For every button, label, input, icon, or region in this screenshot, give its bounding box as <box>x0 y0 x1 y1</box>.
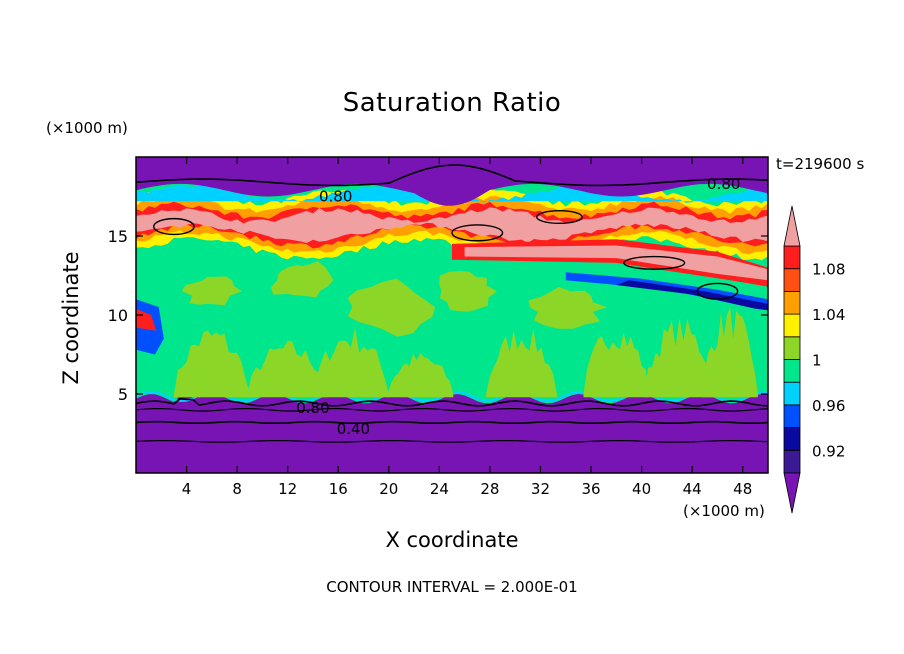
contour-0.20 <box>136 440 768 443</box>
contour-0.40 <box>136 420 768 425</box>
field-plume <box>583 332 650 398</box>
colorbar: 0.92 0.96 1 1.04 1.08 <box>783 205 845 514</box>
field-plume <box>702 307 758 398</box>
field-patch <box>439 271 497 312</box>
y-tick-label: 15 <box>108 227 128 246</box>
colorbar-segment <box>783 427 801 451</box>
contour-label: 0.80 <box>296 399 329 417</box>
field-plume <box>486 328 557 398</box>
field-plume <box>387 352 454 398</box>
colorbar-segment <box>783 313 801 338</box>
colorbar-segment <box>783 449 801 474</box>
colorbar-segment <box>783 404 801 428</box>
x-tick-label: 20 <box>379 480 398 498</box>
contour-label: 0.80 <box>707 175 740 193</box>
colorbar-segment <box>783 336 801 360</box>
field-band-pink <box>464 245 768 281</box>
colorbar-tick-label: 1 <box>812 352 822 370</box>
saturation-field <box>136 157 768 473</box>
colorbar-over-arrow <box>783 205 801 247</box>
colorbar-tick-label: 1.04 <box>812 306 845 324</box>
x-axis-ticks: 4 8 12 16 20 24 28 32 36 40 44 48 <box>182 157 752 498</box>
contour-closed <box>696 282 739 300</box>
time-label: t=219600 s <box>776 155 865 173</box>
contour-lines <box>136 164 768 443</box>
x-tick-label: 36 <box>581 480 600 498</box>
colorbar-tick-label: 0.96 <box>812 397 845 415</box>
field-plume <box>644 318 715 398</box>
x-axis-label: X coordinate <box>385 528 519 552</box>
colorbar-segment <box>783 268 801 292</box>
colorbar-segment <box>783 290 801 315</box>
x-tick-label: 24 <box>430 480 449 498</box>
x-tick-label: 16 <box>329 480 348 498</box>
colorbar-tick-label: 0.92 <box>812 442 845 460</box>
x-tick-label: 4 <box>182 480 192 498</box>
y-tick-label: 10 <box>108 306 128 325</box>
z-axis-unit: (×1000 m) <box>46 119 128 137</box>
contour-closed <box>623 255 686 270</box>
colorbar-tick-label: 1.08 <box>812 261 845 279</box>
field-upper-dry-layer <box>136 157 768 206</box>
field-patch <box>528 287 607 329</box>
x-tick-label: 32 <box>531 480 550 498</box>
field-streak-navy <box>616 280 768 311</box>
x-tick-label: 44 <box>683 480 702 498</box>
x-axis-unit: (×1000 m) <box>683 502 765 520</box>
contour-0.80-upper <box>136 164 768 187</box>
y-tick-label: 5 <box>118 385 128 404</box>
field-lower-dry-layer <box>136 392 768 473</box>
contour-interval-note: CONTOUR INTERVAL = 2.000E-01 <box>326 578 578 596</box>
field-patch <box>271 261 334 298</box>
x-tick-label: 12 <box>278 480 297 498</box>
x-tick-label: 40 <box>632 480 651 498</box>
contour-closed <box>152 217 195 236</box>
y-axis-ticks: 5 10 15 <box>108 227 768 404</box>
x-tick-label: 8 <box>232 480 242 498</box>
field-left-red <box>136 308 157 331</box>
field-patch <box>347 278 436 337</box>
field-plume <box>247 340 329 398</box>
x-tick-label: 28 <box>480 480 499 498</box>
field-upper-pink <box>136 207 768 243</box>
field-patch <box>181 276 243 306</box>
colorbar-under-arrow <box>783 472 801 514</box>
contour-closed <box>451 224 504 242</box>
contour-0.60 <box>136 407 768 412</box>
colorbar-segment <box>783 381 801 406</box>
contour-label: 0.80 <box>319 188 352 206</box>
field-plume <box>173 330 250 398</box>
contour-closed <box>535 210 583 225</box>
chart-title: Saturation Ratio <box>342 88 562 118</box>
field-plume <box>313 328 389 398</box>
contour-labels: 0.80 0.80 0.80 0.40 <box>296 175 740 438</box>
colorbar-segment <box>783 245 801 270</box>
contour-label: 0.40 <box>337 420 370 438</box>
contour-0.80-lower <box>136 397 768 407</box>
colorbar-segment <box>783 359 801 383</box>
x-tick-label: 48 <box>733 480 752 498</box>
